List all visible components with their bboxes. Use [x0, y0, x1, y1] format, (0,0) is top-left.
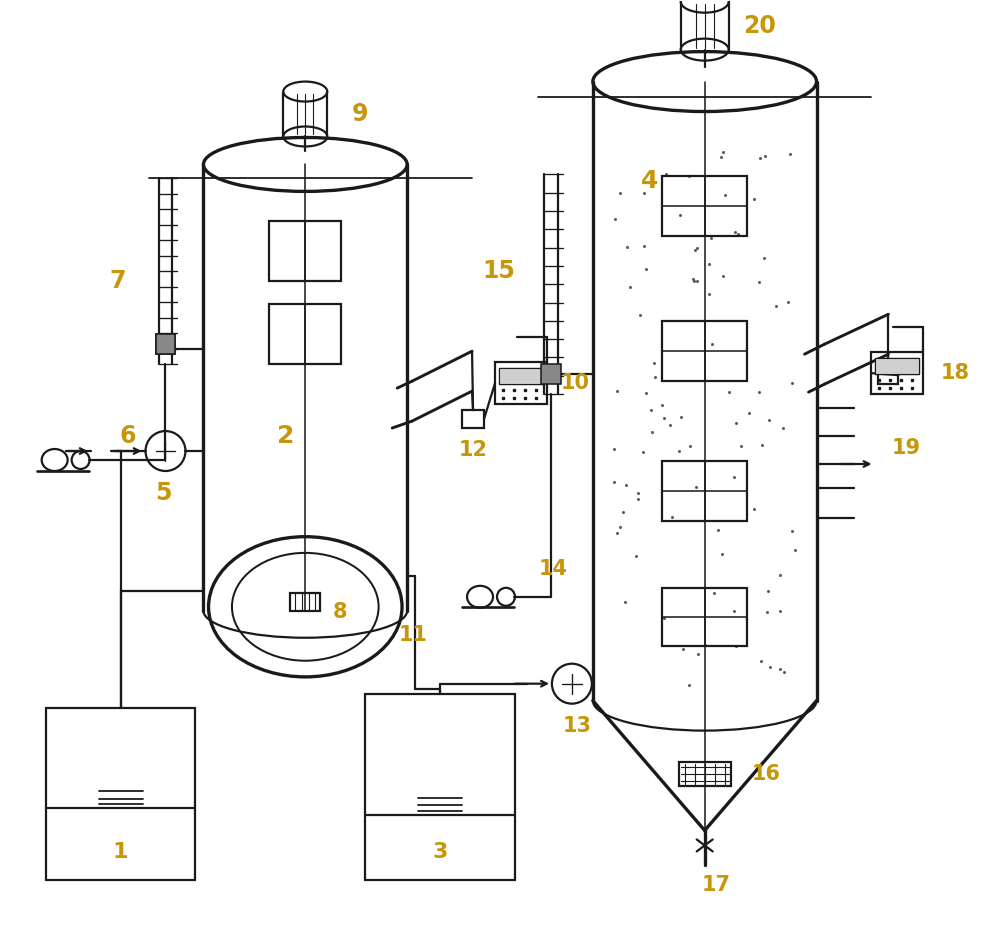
Text: 3: 3: [432, 842, 448, 862]
Text: 4: 4: [641, 169, 658, 194]
Text: 1: 1: [113, 842, 128, 862]
Text: 15: 15: [483, 259, 515, 284]
Text: 17: 17: [702, 875, 731, 896]
Polygon shape: [499, 368, 543, 384]
Text: 14: 14: [538, 559, 567, 578]
Text: 6: 6: [119, 424, 136, 448]
Text: 9: 9: [352, 102, 368, 126]
Text: 19: 19: [892, 438, 921, 458]
Polygon shape: [156, 334, 175, 354]
Text: 13: 13: [562, 716, 591, 736]
Text: 5: 5: [155, 481, 172, 505]
Text: 12: 12: [459, 440, 488, 460]
Text: 11: 11: [398, 624, 427, 645]
Text: 16: 16: [752, 764, 781, 783]
Text: 8: 8: [333, 602, 347, 622]
Text: 2: 2: [277, 424, 294, 448]
Text: 10: 10: [560, 373, 589, 393]
Text: 18: 18: [941, 363, 970, 383]
Text: 7: 7: [109, 270, 126, 293]
Polygon shape: [875, 358, 919, 374]
Text: 20: 20: [743, 14, 776, 37]
Polygon shape: [541, 364, 561, 384]
